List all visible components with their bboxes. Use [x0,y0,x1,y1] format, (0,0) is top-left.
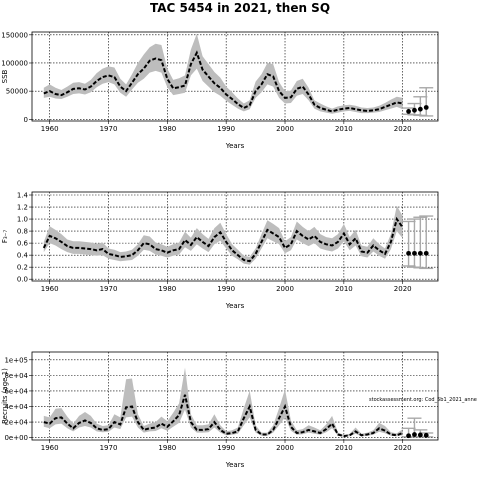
confidence-band [43,367,403,437]
x-tick-label: 1980 [158,125,176,133]
y-tick-label: 1.2 [17,204,28,212]
y-tick-label: 50000 [6,88,28,96]
y-axis-label: SSB [1,69,9,83]
x-tick-label: 1990 [217,444,235,452]
forecast-median-point [406,109,411,114]
y-tick-label: 1.0 [17,216,28,224]
y-tick-label: 150000 [1,31,28,39]
x-tick-label: 1980 [158,285,176,293]
confidence-band [43,205,403,265]
x-axis-label: Years [225,142,245,150]
y-tick-label: 0.6 [17,240,29,248]
y-tick-label: 4e+04 [4,403,28,411]
x-tick-label: 1970 [100,125,118,133]
x-tick-label: 1970 [100,285,118,293]
y-axis-label: Recruits (age 1) [1,368,9,424]
y-tick-label: 0.0 [17,276,28,284]
chart-panels: 1960 1970 1980 1990 2000 2010 2020 0 50000 100000… [1,31,439,469]
x-tick-label: 2000 [276,125,294,133]
y-tick-label: 0 [24,116,28,124]
x-tick-label: 2010 [335,444,353,452]
forecast-median-point [423,250,429,256]
forecast-median-point [417,432,423,438]
x-tick-label: 1960 [41,125,59,133]
y-tick-label: 0e+00 [4,434,28,442]
y-tick-label: 1e+05 [4,356,28,364]
y-tick-label: 8e+04 [4,372,28,380]
x-tick-label: 2020 [394,444,412,452]
forecast-median-point [412,107,417,113]
fbar-panel: 1960 1970 1980 1990 2000 2010 2020 0.0 0.2 0.4 0.6… [1,191,439,310]
x-axis-label: Years [225,302,245,310]
y-tick-label: 1.4 [17,192,29,200]
y-axis-label: F₃₋₇ [1,230,9,244]
estimate-line [42,216,404,263]
x-tick-label: 1990 [217,285,235,293]
ssb-panel: 1960 1970 1980 1990 2000 2010 2020 0 50000 100000… [1,31,439,150]
x-tick-label: 2000 [276,444,294,452]
x-tick-label: 1960 [41,285,59,293]
forecast-median-point [417,250,423,256]
forecast-median-point [417,106,423,112]
y-tick-label: 2e+04 [4,419,28,427]
plot-frame [31,351,439,441]
y-tick-label: 6e+04 [4,387,28,395]
forecast-median-point [423,105,429,110]
forecast-median-point [412,432,417,437]
x-tick-label: 1980 [158,444,176,452]
plot-frame [31,31,439,122]
forecast-median-point [406,433,411,439]
x-tick-label: 1990 [217,125,235,133]
x-axis-label: Years [225,461,245,469]
x-tick-label: 2010 [335,125,353,133]
confidence-band [43,33,403,114]
x-tick-label: 2020 [394,285,412,293]
estimate-line [43,394,404,438]
forecast-median-point [406,250,411,256]
figure-title: TAC 5454 in 2021, then SQ [150,1,330,15]
y-tick-label: 0.2 [17,264,28,272]
recruits-panel: 1960 1970 1980 1990 2000 2010 2020 0e+00 2e+04 4e… [1,351,439,469]
estimate-line [43,50,403,113]
x-tick-label: 2020 [394,125,412,133]
forecast-median-point [412,250,417,256]
x-tick-label: 1970 [100,444,118,452]
y-tick-label: 100000 [1,59,28,67]
x-tick-label: 2010 [335,285,353,293]
forecast-median-point [423,432,429,438]
y-tick-label: 0.8 [17,228,28,236]
y-tick-label: 0.4 [17,252,29,260]
x-tick-label: 2000 [276,285,294,293]
source-annotation: stockassessment.org: Cod_5b1_2021_anne [369,397,477,403]
plot-frame [31,191,439,282]
x-tick-label: 1960 [41,444,59,452]
